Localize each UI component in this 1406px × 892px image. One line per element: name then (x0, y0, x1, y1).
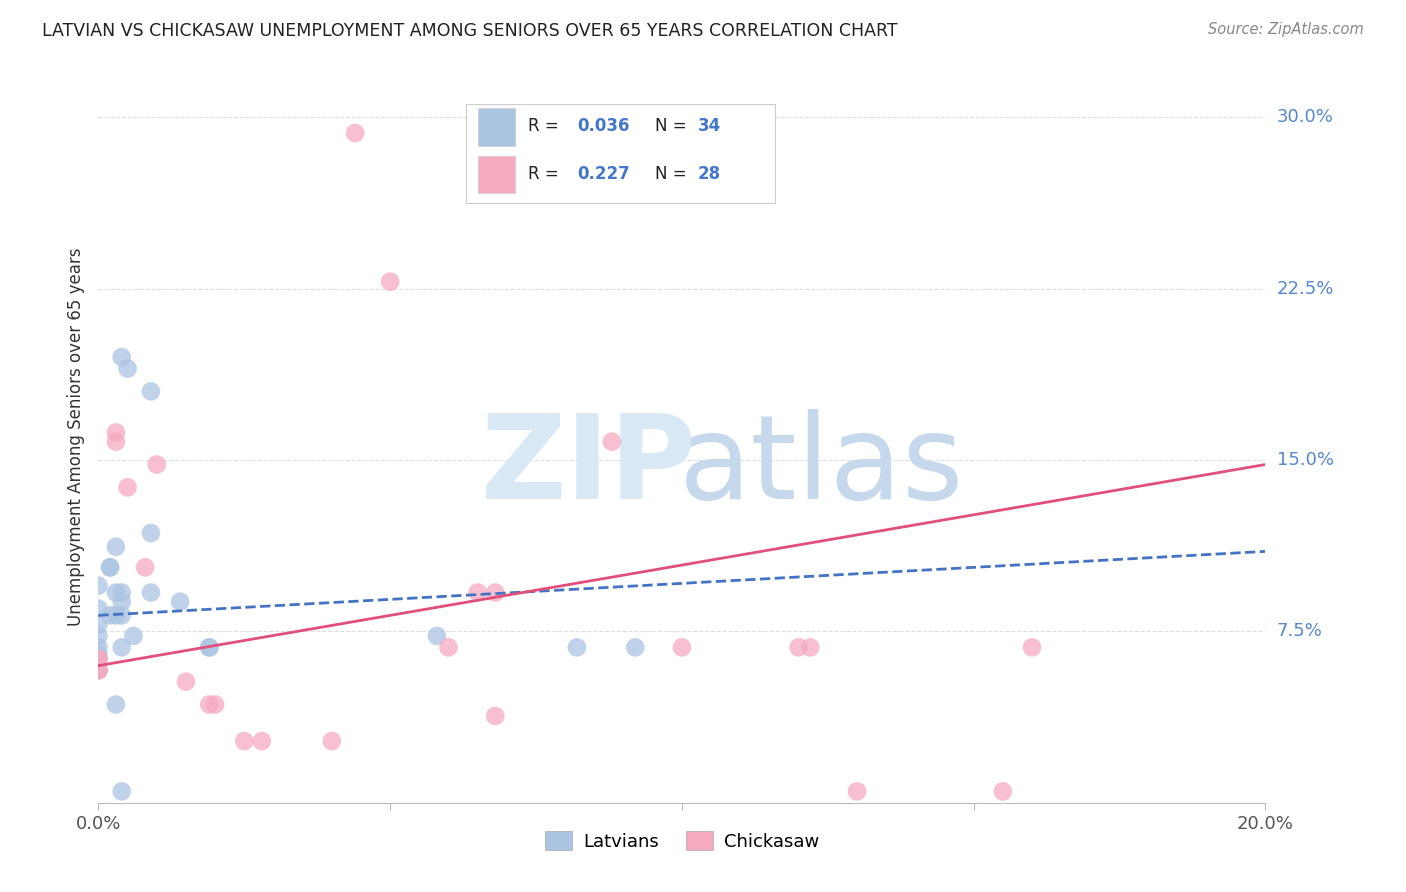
Text: 7.5%: 7.5% (1277, 623, 1323, 640)
Legend: Latvians, Chickasaw: Latvians, Chickasaw (536, 822, 828, 860)
Point (87, 617, 110, 632)
Point (846, 784, 869, 798)
Point (344, 126, 367, 140)
Point (437, 640, 460, 655)
Point (624, 640, 647, 655)
Point (198, 640, 221, 655)
Point (87, 601, 110, 615)
Point (87, 647, 110, 661)
Point (380, 275, 402, 289)
Point (111, 585, 134, 599)
Text: 22.5%: 22.5% (1277, 279, 1334, 298)
Point (104, 608, 127, 623)
Point (98, 608, 121, 623)
Point (87, 652, 110, 666)
Point (484, 585, 506, 599)
Point (111, 784, 134, 798)
Point (87, 640, 110, 655)
Point (799, 640, 821, 655)
Point (122, 629, 145, 643)
Point (87, 579, 110, 593)
Point (321, 734, 343, 748)
Point (117, 480, 139, 494)
Point (87, 652, 110, 666)
Point (484, 709, 506, 723)
Point (174, 674, 197, 689)
Point (671, 640, 693, 655)
Point (87, 652, 110, 666)
Y-axis label: Unemployment Among Seniors over 65 years: Unemployment Among Seniors over 65 years (66, 248, 84, 626)
Text: ZIP: ZIP (481, 409, 696, 524)
Point (111, 608, 134, 623)
Point (111, 350, 134, 364)
Point (104, 540, 127, 554)
Point (104, 434, 127, 449)
Point (204, 698, 226, 712)
Point (139, 384, 162, 399)
Point (87, 663, 110, 677)
Point (991, 784, 1014, 798)
Point (169, 595, 191, 609)
Point (1021, 640, 1043, 655)
Point (139, 585, 162, 599)
Point (198, 698, 221, 712)
Point (98, 560, 121, 574)
Text: 15.0%: 15.0% (1277, 451, 1333, 469)
Point (426, 629, 449, 643)
Point (111, 595, 134, 609)
Point (565, 640, 588, 655)
Text: LATVIAN VS CHICKASAW UNEMPLOYMENT AMONG SENIORS OVER 65 YEARS CORRELATION CHART: LATVIAN VS CHICKASAW UNEMPLOYMENT AMONG … (42, 22, 898, 40)
Point (104, 585, 127, 599)
Point (146, 458, 169, 472)
Text: atlas: atlas (679, 409, 965, 524)
Point (104, 425, 127, 440)
Point (87, 629, 110, 643)
Point (600, 434, 623, 449)
Point (250, 734, 273, 748)
Point (233, 734, 256, 748)
Point (111, 640, 134, 655)
Text: 30.0%: 30.0% (1277, 108, 1333, 126)
Point (87, 663, 110, 677)
Point (139, 526, 162, 541)
Text: Source: ZipAtlas.com: Source: ZipAtlas.com (1208, 22, 1364, 37)
Point (117, 361, 139, 376)
Point (104, 698, 127, 712)
Point (98, 560, 121, 574)
Point (134, 560, 156, 574)
Point (198, 640, 221, 655)
Point (87, 663, 110, 677)
Point (467, 585, 489, 599)
Point (87, 652, 110, 666)
Point (787, 640, 810, 655)
Point (87, 663, 110, 677)
